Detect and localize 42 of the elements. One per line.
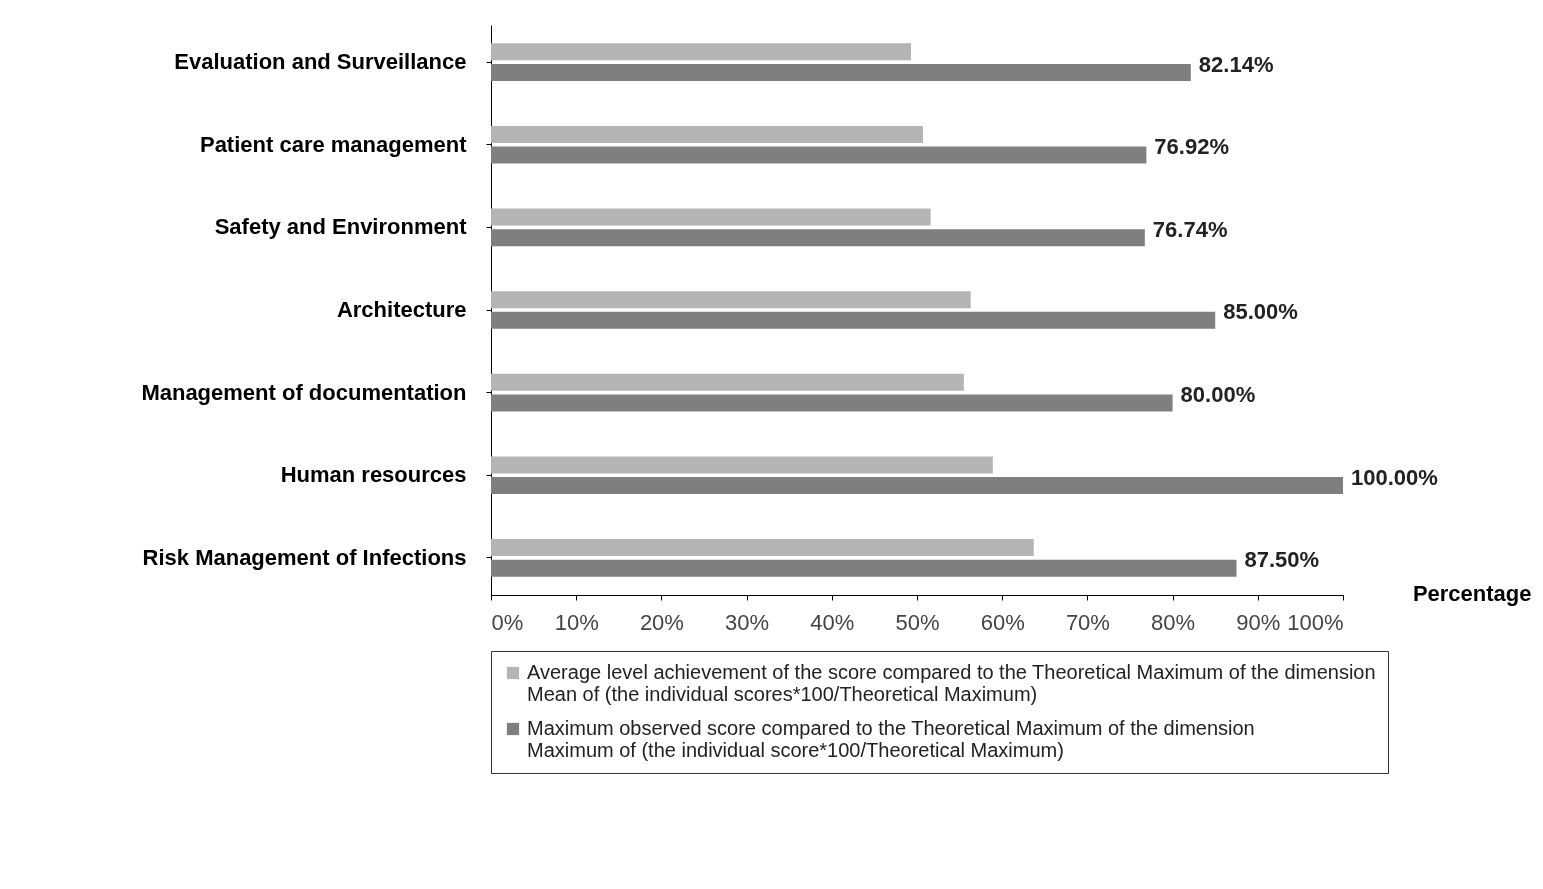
x-tick-label: 90% — [1236, 609, 1281, 635]
legend-label: Maximum observed score compared to the Theoretical Maximum of the dimension Maximum of (the individual score*100/Theoretical Maximum) — [527, 717, 1255, 761]
x-tick-label: 10% — [554, 609, 599, 635]
data-label: 100.00% — [1351, 464, 1438, 490]
y-tick-label: Management of documentation — [141, 379, 467, 405]
x-axis-title: Percentage — [1412, 580, 1532, 606]
bar — [491, 559, 1237, 577]
x-tick-label: 50% — [895, 609, 940, 635]
y-tick-label: Evaluation and Surveillance — [174, 49, 467, 75]
bar — [491, 311, 1216, 329]
x-tick-label: 100% — [1287, 609, 1344, 635]
x-tick-label: 60% — [980, 609, 1025, 635]
y-tick-label: Architecture — [336, 297, 467, 322]
y-tick-label: Risk Management of Infections — [142, 544, 467, 570]
x-tick-label: 80% — [1151, 609, 1196, 635]
data-label: 85.00% — [1223, 299, 1298, 325]
bar — [491, 539, 1034, 556]
x-tick-label: 0% — [491, 609, 524, 635]
y-tick-label: Patient care management — [199, 131, 468, 157]
bar — [491, 373, 964, 391]
bar — [491, 477, 1343, 495]
y-tick-label: Human resources — [280, 462, 467, 488]
bar — [491, 456, 993, 474]
bar — [491, 64, 1191, 81]
x-tick-label: 20% — [639, 609, 684, 635]
legend-label: Average level achievement of the score compared to the Theoretical Maximum of the dimension Mean of (the individual scores*100/Theoretical Maximum) — [527, 661, 1376, 705]
bar — [491, 125, 923, 143]
x-tick-label: 40% — [810, 609, 855, 635]
bar — [491, 229, 1145, 247]
data-label: 76.74% — [1152, 216, 1228, 242]
data-label: 87.50% — [1244, 547, 1320, 573]
data-label: 82.14% — [1198, 51, 1274, 77]
x-tick-label: 30% — [725, 609, 770, 635]
data-label: 80.00% — [1180, 381, 1256, 407]
bar — [491, 43, 912, 61]
bar — [491, 291, 971, 309]
bar — [491, 208, 931, 226]
x-tick-label: 70% — [1065, 609, 1110, 635]
bar — [491, 146, 1147, 164]
y-tick-label: Safety and Environment — [214, 214, 468, 240]
data-label: 76.92% — [1154, 134, 1229, 160]
bar — [491, 394, 1173, 412]
